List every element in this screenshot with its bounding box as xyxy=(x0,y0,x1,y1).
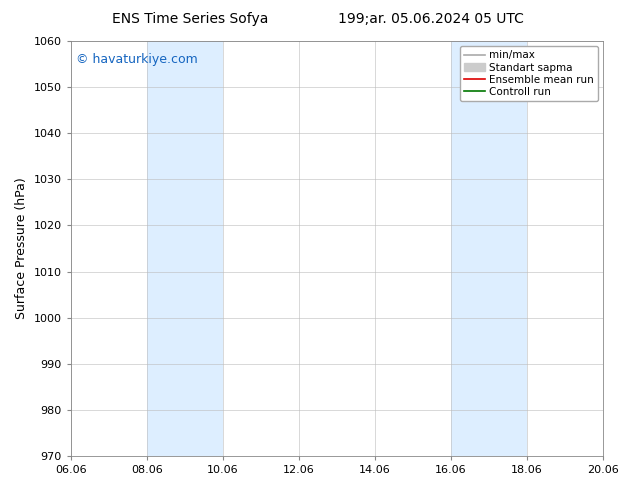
Legend: min/max, Standart sapma, Ensemble mean run, Controll run: min/max, Standart sapma, Ensemble mean r… xyxy=(460,46,598,101)
Text: © havaturkiye.com: © havaturkiye.com xyxy=(76,53,198,67)
Y-axis label: Surface Pressure (hPa): Surface Pressure (hPa) xyxy=(15,178,28,319)
Bar xyxy=(146,41,223,456)
Bar xyxy=(451,41,527,456)
Text: 199;ar. 05.06.2024 05 UTC: 199;ar. 05.06.2024 05 UTC xyxy=(338,12,524,26)
Text: ENS Time Series Sofya: ENS Time Series Sofya xyxy=(112,12,268,26)
